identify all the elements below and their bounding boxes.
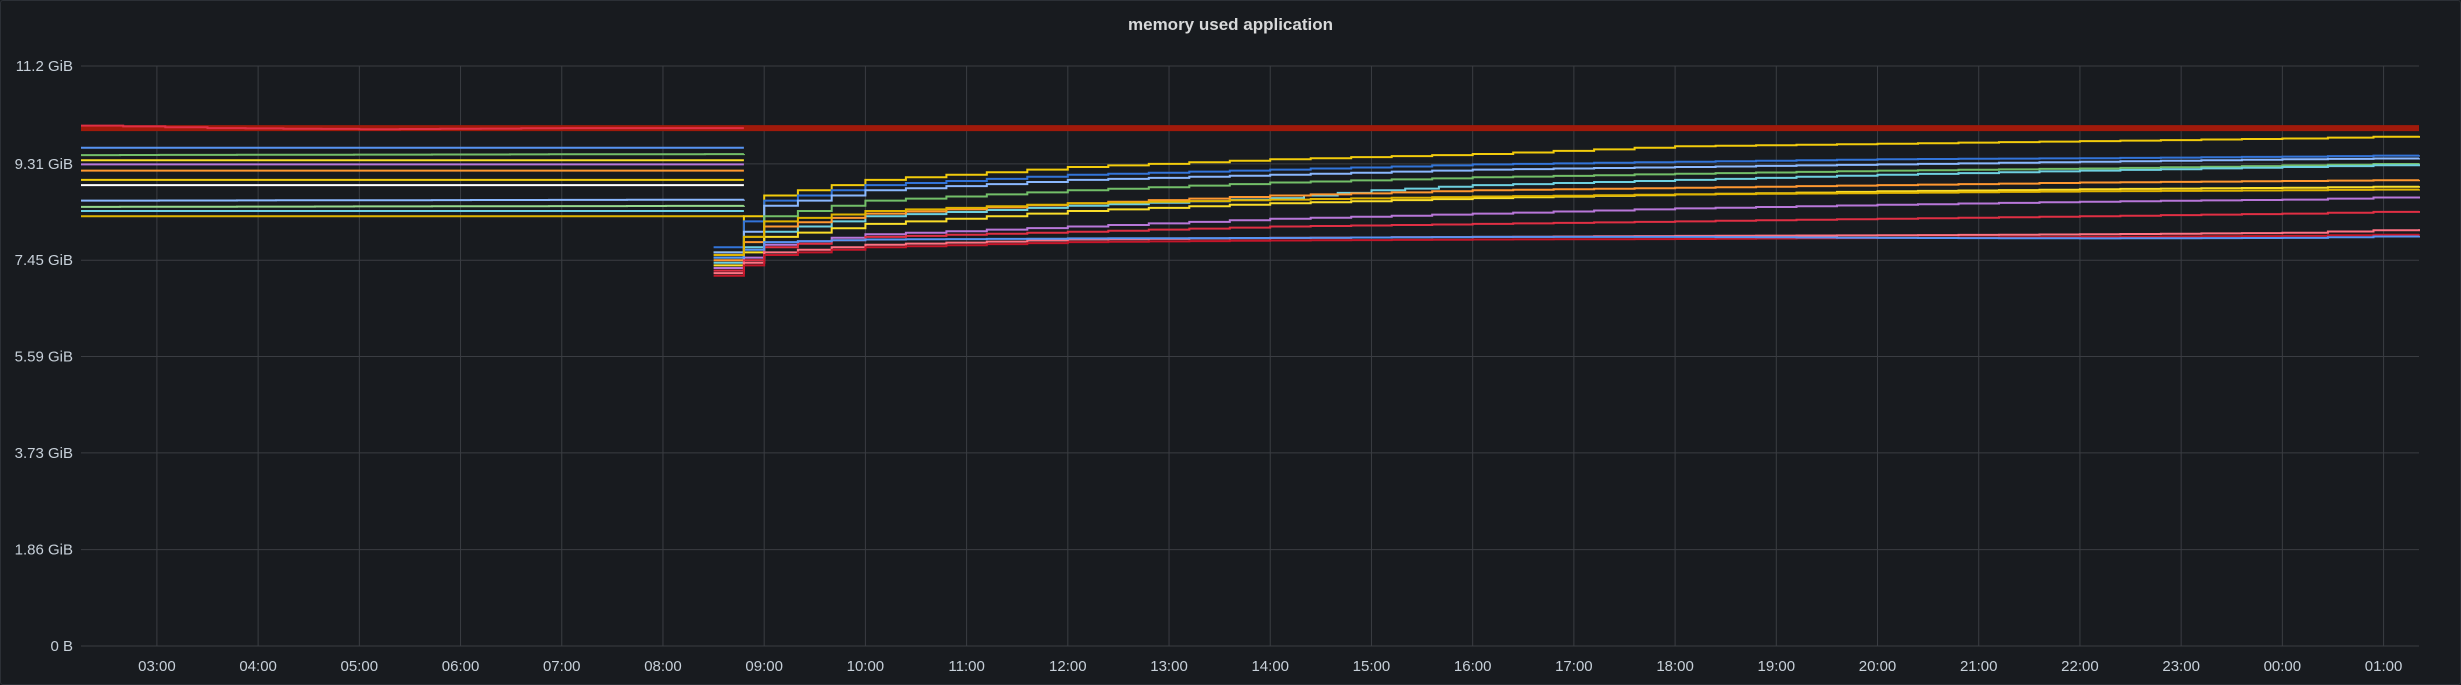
series-line[interactable]	[81, 204, 745, 208]
series-line[interactable]	[713, 135, 2420, 254]
x-tick-label: 20:00	[1859, 658, 1897, 675]
series-line[interactable]	[81, 153, 745, 157]
series-line[interactable]	[713, 196, 2420, 269]
x-tick-label: 11:00	[948, 658, 984, 675]
y-tick-label: 5.59 GiB	[15, 349, 73, 366]
x-tick-label: 13:00	[1150, 658, 1188, 675]
x-tick-label: 04:00	[239, 658, 277, 675]
y-tick-label: 7.45 GiB	[15, 252, 73, 269]
x-tick-label: 09:00	[745, 658, 783, 675]
x-tick-label: 06:00	[442, 658, 480, 675]
x-tick-label: 00:00	[2264, 658, 2302, 675]
series-line[interactable]	[81, 124, 744, 131]
panel-title[interactable]: memory used application	[1128, 15, 1333, 34]
x-tick-label: 22:00	[2061, 658, 2099, 675]
series-line[interactable]	[713, 154, 2420, 249]
series-line[interactable]	[713, 188, 2420, 256]
x-tick-label: 15:00	[1353, 658, 1391, 675]
x-tick-label: 21:00	[1960, 658, 1998, 675]
series-line[interactable]	[713, 157, 2420, 254]
grid-lines	[81, 65, 2419, 647]
y-tick-label: 11.2 GiB	[16, 58, 73, 75]
x-axis: 03:00 04:00 05:00 06:00 07:00 08:00 09:00 10:00…	[138, 658, 2402, 675]
x-tick-label: 16:00	[1454, 658, 1492, 675]
series-line[interactable]	[713, 164, 2420, 264]
series-line[interactable]	[713, 179, 2420, 262]
x-tick-label: 10:00	[847, 658, 885, 675]
x-tick-label: 03:00	[138, 658, 176, 675]
series-group	[81, 124, 2420, 277]
y-tick-label: 0 B	[50, 638, 73, 655]
x-tick-label: 19:00	[1758, 658, 1796, 675]
series-line[interactable]	[81, 198, 745, 202]
x-tick-label: 23:00	[2162, 658, 2200, 675]
x-tick-label: 05:00	[341, 658, 379, 675]
x-tick-label: 07:00	[543, 658, 581, 675]
series-line[interactable]	[713, 185, 2420, 267]
series-line[interactable]	[713, 163, 2420, 259]
x-tick-label: 12:00	[1049, 658, 1087, 675]
x-tick-label: 01:00	[2365, 658, 2403, 675]
x-tick-label: 14:00	[1251, 658, 1289, 675]
series-line[interactable]	[713, 235, 2420, 259]
x-tick-label: 17:00	[1555, 658, 1593, 675]
x-tick-label: 18:00	[1656, 658, 1694, 675]
y-tick-label: 1.86 GiB	[15, 542, 73, 559]
y-tick-label: 3.73 GiB	[15, 445, 73, 462]
y-axis: 0 B 1.86 GiB 3.73 GiB 5.59 GiB 7.45 GiB 9.31 …	[15, 58, 73, 655]
y-tick-label: 9.31 GiB	[15, 156, 73, 173]
series-line[interactable]	[713, 210, 2420, 272]
series-line[interactable]	[713, 233, 2420, 277]
x-tick-label: 08:00	[644, 658, 682, 675]
